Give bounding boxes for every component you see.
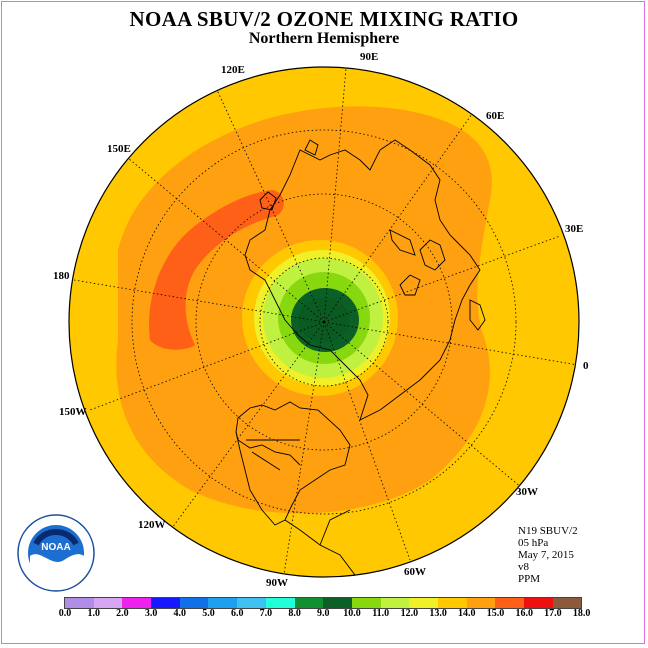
contour-9-core — [298, 298, 350, 342]
lon-label-180: 180 — [53, 270, 70, 282]
lon-label-60w: 60W — [404, 566, 426, 578]
map-title: NOAA SBUV/2 OZONE MIXING RATIO — [129, 7, 519, 31]
lon-label-120w: 120W — [138, 519, 166, 531]
satellite-label: N19 SBUV/2 — [518, 525, 578, 537]
colorbar-swatch — [265, 598, 295, 608]
colorbar-tick-label: 16.0 — [515, 608, 533, 619]
colorbar-tick-label: 4.0 — [173, 608, 187, 619]
colorbar-swatch — [294, 598, 324, 608]
colorbar-tick-label: 17.0 — [544, 608, 562, 619]
colorbar-swatch — [208, 598, 238, 608]
colorbar-tick-label: 15.0 — [486, 608, 505, 619]
coastlines — [235, 139, 486, 577]
map-subtitle: Northern Hemisphere — [248, 30, 400, 47]
colorbar-tick-label: 3.0 — [144, 608, 158, 619]
latitude-circles — [131, 129, 517, 515]
colorbar — [64, 597, 583, 609]
lon-label-30e: 30E — [565, 223, 584, 235]
lon-label-90w: 90W — [266, 577, 288, 589]
colorbar-swatch — [65, 598, 94, 608]
colorbar-tick-label: 11.0 — [372, 608, 390, 619]
lon-label-0: 0 — [583, 360, 589, 372]
noaa-logo: NOAA — [17, 514, 95, 592]
colorbar-tick-label: 10.0 — [343, 608, 361, 619]
longitude-lines — [73, 67, 579, 575]
colorbar-swatch — [495, 598, 524, 608]
colorbar-swatch — [466, 598, 496, 608]
colorbar-swatch — [351, 598, 381, 608]
colorbar-tick-label: 2.0 — [116, 608, 129, 619]
lon-label-150e: 150E — [107, 143, 131, 155]
colorbar-tick-label: 1.0 — [87, 608, 100, 619]
colorbar-swatch — [323, 598, 352, 608]
colorbar-tick-label: 0.0 — [58, 608, 72, 619]
colorbar-tick-label: 7.0 — [259, 608, 273, 619]
map-boundary — [68, 66, 580, 578]
colorbar-swatch — [552, 598, 582, 608]
colorbar-tick-label: 5.0 — [202, 608, 215, 619]
colorbar-swatch — [437, 598, 467, 608]
colorbar-swatch — [151, 598, 180, 608]
noaa-logo-text: NOAA — [41, 542, 70, 553]
pressure-level: 05 hPa — [518, 537, 549, 549]
colorbar-tick-label: 9.0 — [317, 608, 330, 619]
units-label: PPM — [518, 573, 541, 585]
colorbar-swatch — [237, 598, 266, 608]
colorbar-tick-label: 14.0 — [458, 608, 476, 619]
colorbar-swatch — [409, 598, 438, 608]
lon-label-60e: 60E — [486, 110, 505, 122]
colorbar-tick-label: 18.0 — [572, 608, 591, 619]
info-block: N19 SBUV/2 05 hPa May 7, 2015 v8 PPM — [518, 525, 578, 585]
colorbar-swatch — [93, 598, 123, 608]
lon-label-150w: 150W — [59, 406, 87, 418]
lon-label-120e: 120E — [221, 64, 245, 76]
version-label: v8 — [518, 561, 529, 573]
colorbar-tick-label: 6.0 — [230, 608, 244, 619]
lon-label-30w: 30W — [516, 486, 538, 498]
colorbar-swatch — [524, 598, 553, 608]
colorbar-swatch — [122, 598, 152, 608]
colorbar-tick-label: 12.0 — [400, 608, 419, 619]
colorbar-tick-label: 13.0 — [429, 608, 447, 619]
lon-label-90e: 90E — [360, 51, 379, 63]
colorbar-swatch — [179, 598, 209, 608]
contour-15-16 — [149, 190, 284, 350]
date-label: May 7, 2015 — [518, 549, 574, 561]
colorbar-tick-label: 8.0 — [288, 608, 301, 619]
colorbar-swatch — [380, 598, 410, 608]
